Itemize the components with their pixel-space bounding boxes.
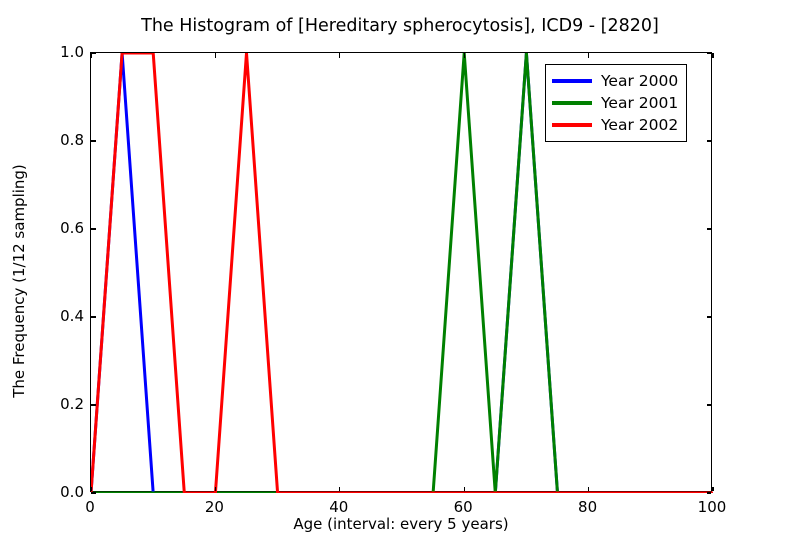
- x-tick-label: 80: [578, 498, 598, 516]
- x-tick-mark: [712, 486, 714, 491]
- y-tick-mark: [706, 404, 711, 406]
- legend-color-swatch: [552, 123, 592, 127]
- y-tick-mark: [91, 228, 96, 230]
- x-tick-label: 60: [453, 498, 473, 516]
- x-tick-mark: [214, 53, 217, 58]
- chart-title: The Histogram of [Hereditary spherocytos…: [141, 16, 659, 36]
- x-tick-label: 20: [204, 498, 224, 516]
- x-tick-label: 0: [85, 498, 95, 516]
- y-tick-mark: [706, 52, 711, 54]
- y-tick-label: 1.0: [60, 43, 84, 61]
- y-tick-label: 0.4: [60, 307, 84, 325]
- x-axis-label: Age (interval: every 5 years): [293, 515, 509, 533]
- y-tick-label: 0.0: [60, 483, 84, 501]
- y-tick-label: 0.8: [60, 131, 84, 149]
- x-tick-mark: [463, 53, 465, 58]
- x-tick-mark: [587, 486, 590, 491]
- y-tick-mark: [91, 404, 96, 406]
- y-tick-mark: [91, 316, 96, 318]
- y-tick-label: 0.2: [60, 395, 84, 413]
- legend-item[interactable]: Year 2002: [552, 114, 678, 136]
- x-tick-label: 100: [697, 498, 727, 516]
- y-tick-mark: [706, 228, 711, 230]
- chart-legend: Year 2000 Year 2001 Year 2002: [545, 64, 688, 142]
- x-tick-mark: [339, 53, 341, 58]
- y-axis-ticks: 0.0 0.2 0.4 0.6 0.8 1.0: [34, 43, 84, 501]
- x-tick-mark: [587, 53, 590, 58]
- x-tick-mark: [90, 53, 92, 58]
- y-tick-mark: [706, 492, 711, 494]
- legend-color-swatch: [552, 79, 592, 83]
- y-tick-mark: [706, 316, 711, 318]
- x-tick-mark: [712, 53, 714, 58]
- y-tick-mark: [706, 140, 711, 142]
- y-tick-label: 0.6: [60, 219, 84, 237]
- legend-item[interactable]: Year 2000: [552, 70, 678, 92]
- x-tick-label: 40: [329, 498, 349, 516]
- y-axis-label: The Frequency (1/12 sampling): [10, 164, 28, 398]
- x-tick-mark: [339, 486, 341, 491]
- legend-label: Year 2002: [601, 116, 679, 134]
- x-tick-mark: [214, 486, 217, 491]
- legend-label: Year 2001: [601, 94, 679, 112]
- legend-item[interactable]: Year 2001: [552, 92, 678, 114]
- y-tick-mark: [91, 52, 96, 54]
- y-tick-mark: [91, 140, 96, 142]
- legend-color-swatch: [552, 101, 592, 105]
- legend-label: Year 2000: [601, 72, 679, 90]
- x-tick-mark: [463, 486, 465, 491]
- x-tick-mark: [90, 486, 92, 491]
- x-axis-ticks: 0 20 40 60 80 100: [85, 492, 726, 518]
- y-tick-mark: [91, 492, 96, 494]
